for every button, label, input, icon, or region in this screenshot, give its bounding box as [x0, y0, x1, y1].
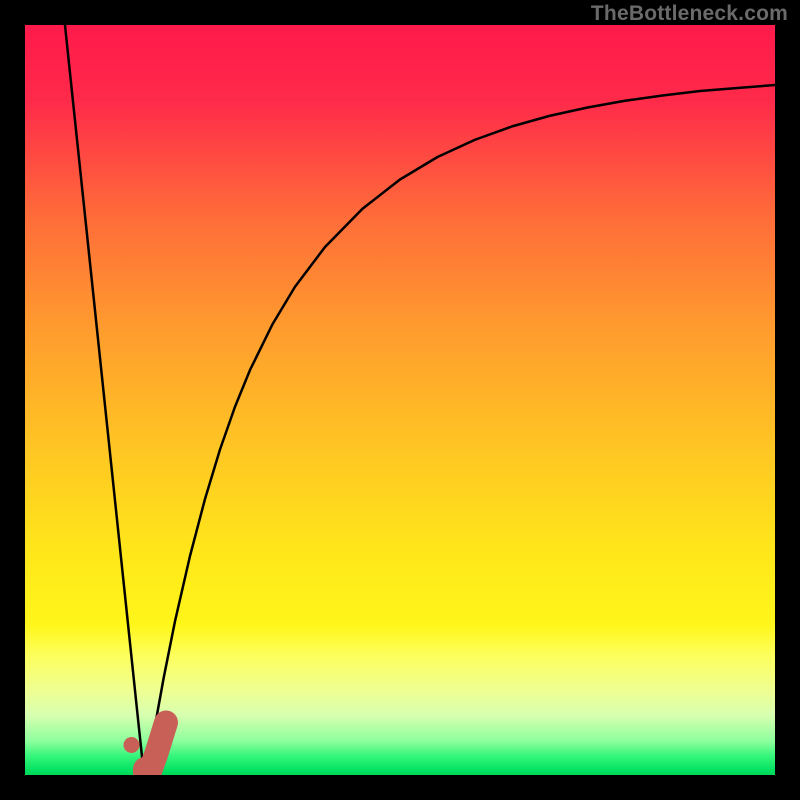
gradient-fill	[25, 25, 775, 775]
watermark-text: TheBottleneck.com	[591, 2, 788, 26]
bottleneck-chart	[25, 25, 775, 775]
plot-frame	[25, 25, 775, 775]
marker-dot	[124, 737, 140, 753]
